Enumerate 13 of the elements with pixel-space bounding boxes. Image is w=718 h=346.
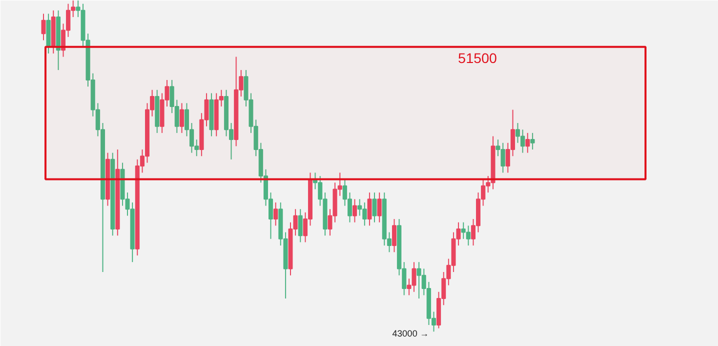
candlestick: [372, 192, 377, 223]
candlestick: [367, 192, 372, 226]
candlestick: [180, 102, 184, 134]
candlestick: [392, 218, 396, 253]
candlestick: [530, 132, 535, 150]
annotation: 43000 →: [392, 328, 429, 339]
candlestick: [298, 208, 303, 243]
candlestick: [352, 198, 357, 223]
candlestick: [41, 13, 46, 41]
candlestick: [273, 202, 278, 226]
band-label: 51500: [458, 50, 498, 66]
candlestick: [377, 192, 382, 223]
candlestick: [525, 132, 530, 154]
